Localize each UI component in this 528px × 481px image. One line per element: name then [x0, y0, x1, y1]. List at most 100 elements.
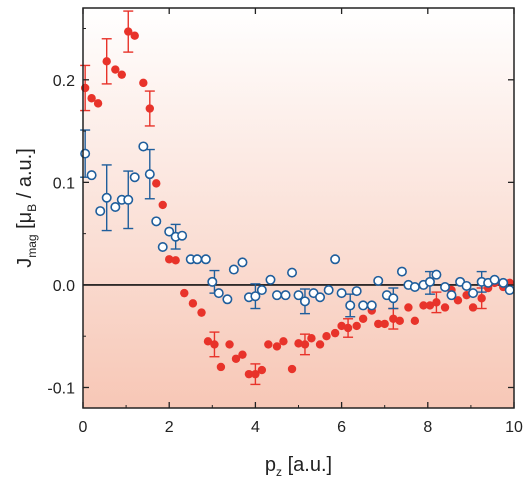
data-point-open: [446, 290, 457, 301]
data-point-open: [228, 264, 239, 275]
data-point-filled: [477, 294, 486, 303]
x-axis-label-main: p: [265, 454, 276, 476]
x-axis-label-unit: [a.u.]: [282, 454, 332, 476]
data-point-open: [157, 241, 168, 252]
data-point-open: [265, 274, 276, 285]
data-point-open: [315, 292, 326, 303]
data-point-filled: [117, 70, 126, 79]
y-tick-label: 0.0: [53, 278, 75, 295]
x-axis-label-subscript: z: [276, 465, 282, 479]
data-point-filled: [419, 301, 428, 310]
data-point-filled: [322, 332, 331, 341]
data-point-filled: [171, 256, 180, 265]
data-point-filled: [404, 303, 413, 312]
data-point-open: [80, 148, 91, 159]
data-point-open: [293, 290, 304, 301]
x-tick-label: 0: [79, 419, 88, 436]
data-point-filled: [307, 334, 316, 343]
data-point-filled: [180, 288, 189, 298]
data-point-filled: [287, 364, 297, 374]
data-point-open: [299, 296, 310, 307]
y-axis-label-mid: [μ: [14, 212, 36, 235]
data-point-filled: [197, 308, 206, 317]
data-point-open: [222, 294, 233, 305]
x-tick-label: 10: [505, 419, 523, 436]
data-point-open: [213, 288, 224, 299]
data-point-filled: [210, 340, 219, 349]
y-axis-label-subscript-b: B: [25, 204, 39, 212]
data-point-filled: [380, 319, 389, 329]
data-point-filled: [158, 200, 167, 210]
data-point-open: [164, 226, 175, 237]
data-point-filled: [188, 299, 198, 308]
data-point-filled: [374, 319, 383, 329]
data-point-filled: [264, 340, 273, 349]
data-point-filled: [300, 340, 310, 349]
data-point-filled: [244, 369, 254, 379]
data-point-open: [409, 281, 420, 292]
data-point-filled: [257, 365, 267, 375]
data-point-filled: [231, 354, 241, 363]
data-point-open: [345, 300, 356, 311]
data-point-open: [250, 291, 261, 302]
data-point-open: [110, 201, 121, 212]
data-point-open: [336, 288, 347, 299]
data-point-open: [468, 288, 479, 299]
x-tick-label: 8: [423, 419, 432, 436]
data-point-open: [373, 275, 384, 286]
data-point-open: [101, 192, 112, 203]
data-point-open: [431, 269, 442, 280]
data-point-open: [256, 285, 267, 296]
data-point-filled: [330, 328, 340, 338]
x-tick-label: 2: [165, 419, 174, 436]
data-point-open: [177, 230, 188, 241]
data-point-filled: [425, 301, 435, 310]
data-point-filled: [389, 314, 398, 323]
data-point-filled: [80, 83, 90, 93]
data-point-open: [192, 254, 203, 265]
data-point-filled: [251, 369, 260, 379]
data-point-open: [151, 216, 162, 227]
data-point-filled: [432, 298, 441, 307]
data-point-filled: [124, 27, 133, 36]
data-point-open: [123, 194, 134, 205]
data-point-filled: [315, 340, 325, 349]
data-point-filled: [294, 339, 303, 348]
data-point-filled: [238, 350, 247, 359]
data-point-filled: [93, 99, 103, 108]
data-point-open: [271, 290, 282, 301]
data-point-filled: [395, 316, 404, 326]
data-point-open: [287, 267, 298, 278]
data-point-open: [461, 280, 472, 291]
data-point-open: [388, 293, 399, 304]
y-tick-label: 0.1: [53, 175, 75, 192]
data-point-open: [138, 141, 149, 152]
data-point-filled: [279, 337, 288, 346]
data-point-filled: [410, 316, 420, 326]
data-point-filled: [152, 179, 161, 188]
y-axis-label-main: J: [14, 258, 36, 268]
data-point-open: [358, 300, 369, 311]
data-point-filled: [358, 314, 368, 323]
x-axis-label: pz [a.u.]: [265, 454, 332, 479]
data-point-open: [366, 300, 377, 311]
data-point-filled: [337, 321, 346, 331]
plot-background: [83, 8, 514, 408]
data-point-open: [351, 286, 362, 297]
data-point-filled: [453, 296, 463, 305]
data-point-filled: [130, 31, 139, 40]
x-tick-label: 6: [337, 419, 346, 436]
data-point-filled: [343, 323, 353, 333]
y-axis-label-subscript: mag: [25, 234, 39, 257]
data-point-open: [504, 285, 515, 296]
data-point-filled: [440, 303, 450, 312]
data-point-open: [95, 206, 106, 217]
data-point-open: [129, 172, 140, 183]
y-axis-label: Jmag [μB / a.u.]: [14, 148, 39, 268]
data-point-open: [86, 170, 97, 181]
y-tick-label: 0.2: [53, 73, 75, 90]
y-axis-label-unit: / a.u.]: [14, 148, 36, 204]
data-point-open: [424, 276, 435, 287]
y-tick-label: -0.1: [47, 380, 75, 397]
